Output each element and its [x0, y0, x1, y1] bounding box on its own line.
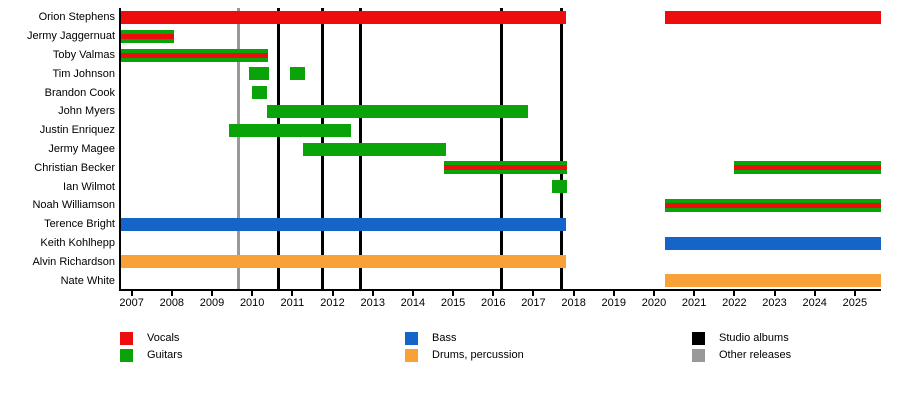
x-tick [733, 291, 736, 296]
member-label: Justin Enriquez [39, 124, 115, 137]
x-axis-line [119, 289, 881, 291]
member-label: Alvin Richardson [32, 255, 115, 268]
legend-item-bass: Bass [405, 331, 456, 345]
x-tick-label: 2017 [521, 297, 546, 309]
x-tick-label: 2014 [400, 297, 426, 309]
member-bar-guitars [251, 86, 268, 100]
x-tick-label: 2012 [320, 297, 345, 309]
member-label: Tim Johnson [52, 67, 115, 80]
y-axis-line [119, 8, 121, 291]
member-label: Jermy Magee [48, 143, 115, 155]
member-label: John Myers [58, 105, 115, 118]
x-tick [853, 291, 856, 296]
member-label: Jermy Jaggernuat [26, 30, 115, 43]
member-bar-guitars [289, 67, 305, 81]
x-tick [371, 291, 374, 296]
member-label: Noah Williamson [32, 199, 115, 212]
studio-album-line [560, 8, 564, 291]
x-tick [331, 291, 334, 296]
x-tick [452, 291, 455, 296]
x-tick-label: 2009 [199, 297, 225, 309]
member-bar-vocals [120, 10, 566, 24]
x-tick-label: 2023 [762, 297, 787, 309]
bass-swatch-icon [405, 331, 418, 345]
x-tick-label: 2024 [802, 297, 827, 309]
member-label: Orion Stephens [38, 11, 115, 24]
x-tick [693, 291, 696, 296]
guitars-swatch-icon [120, 348, 133, 362]
x-tick-label: 2022 [722, 297, 747, 309]
member-bar-bass [664, 236, 881, 250]
member-bar-drums [664, 274, 881, 288]
member-bar-bass [120, 217, 566, 231]
x-tick [773, 291, 776, 296]
legend-label: Vocals [147, 332, 180, 344]
x-tick-label: 2019 [601, 297, 627, 309]
member-bar-guitars-with-vocals [733, 161, 881, 175]
vocals-swatch-icon [120, 331, 133, 345]
x-tick-label: 2011 [280, 297, 305, 309]
other-release-line [236, 8, 240, 291]
x-tick-label: 2020 [641, 297, 667, 309]
member-label: Nate White [60, 274, 115, 287]
member-bar-guitars [303, 142, 446, 156]
member-bar-guitars-with-vocals [120, 29, 174, 43]
x-tick-label: 2015 [440, 297, 466, 309]
member-label: Brandon Cook [44, 86, 115, 99]
x-tick [572, 291, 575, 296]
drums-swatch-icon [405, 348, 418, 362]
x-tick-label: 2013 [360, 297, 385, 309]
studio-album-line [499, 8, 503, 291]
member-label: Christian Becker [34, 161, 115, 174]
x-tick-label: 2008 [159, 297, 185, 309]
x-tick-label: 2025 [842, 297, 868, 309]
x-tick [211, 291, 213, 296]
other-swatch-icon [692, 348, 705, 362]
x-tick [411, 291, 414, 296]
member-bar-vocals [664, 10, 881, 24]
x-tick [492, 291, 495, 296]
legend-label: Guitars [147, 349, 183, 361]
legend-item-other: Other releases [692, 348, 791, 362]
studio-swatch-icon [692, 331, 705, 345]
member-bar-guitars [249, 67, 270, 81]
member-label: Terence Bright [44, 218, 115, 231]
x-tick [652, 291, 655, 296]
x-tick [170, 291, 173, 296]
legend-item-studio: Studio albums [692, 331, 789, 345]
x-tick [532, 291, 535, 296]
x-tick-label: 2016 [481, 297, 506, 309]
member-bar-guitars [266, 104, 529, 118]
member-label: Ian Wilmot [63, 180, 115, 193]
member-bar-guitars-with-vocals [443, 161, 568, 175]
x-tick-label: 2010 [239, 297, 265, 309]
x-tick [813, 291, 816, 296]
member-label: Toby Valmas [52, 49, 115, 61]
legend-label: Drums, percussion [432, 349, 524, 361]
member-bar-guitars-with-vocals [664, 198, 881, 212]
studio-album-line [276, 8, 280, 291]
member-bar-guitars [551, 180, 568, 194]
legend-item-vocals: Vocals [120, 331, 179, 345]
x-tick [130, 291, 133, 296]
x-tick [251, 291, 254, 296]
legend-label: Bass [432, 332, 457, 344]
member-label: Keith Kohlhepp [40, 237, 115, 249]
x-tick [612, 291, 615, 296]
member-bar-drums [120, 255, 566, 269]
x-tick-label: 2018 [561, 297, 586, 309]
legend-label: Other releases [719, 349, 792, 361]
x-tick [291, 291, 294, 296]
legend-item-guitars: Guitars [120, 348, 182, 362]
member-bar-guitars [229, 123, 352, 137]
legend-item-drums: Drums, percussion [405, 348, 524, 362]
x-tick-label: 2007 [119, 297, 144, 309]
legend-label: Studio albums [719, 332, 789, 344]
x-tick-label: 2021 [681, 297, 707, 309]
member-bar-guitars-with-vocals [120, 48, 269, 62]
